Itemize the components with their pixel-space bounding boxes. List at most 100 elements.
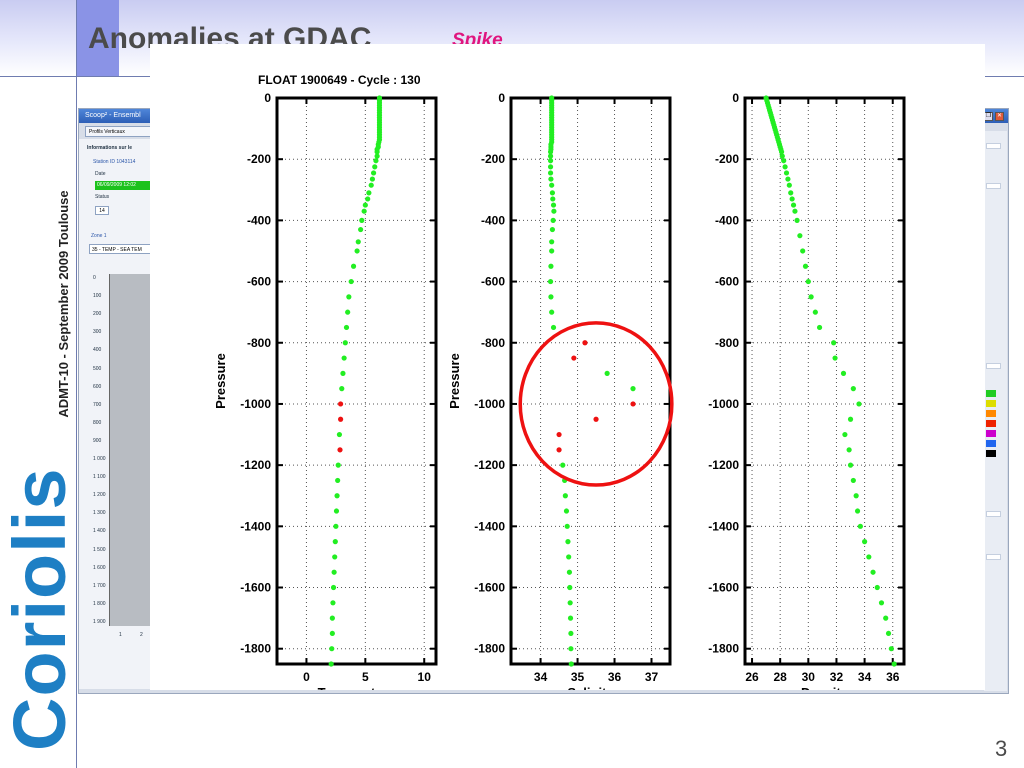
data-point	[862, 539, 868, 545]
data-point	[332, 539, 338, 545]
color-swatch[interactable]	[986, 410, 996, 417]
data-point	[566, 569, 573, 575]
data-point	[808, 294, 814, 300]
color-swatch[interactable]	[986, 420, 996, 427]
app-status-label: Status	[95, 194, 110, 200]
data-point	[567, 615, 574, 621]
data-point	[336, 431, 343, 438]
y-tick-label: -1400	[474, 519, 505, 533]
data-point	[329, 630, 335, 637]
app-right-field[interactable]	[986, 511, 1001, 517]
app-depth-tick: 400	[93, 347, 102, 354]
figure-panel: 0 -200 -400 -600 -800 -1000 -1200 -1400 -1600 -18…	[150, 44, 985, 690]
data-point	[857, 523, 863, 529]
data-point	[556, 447, 562, 453]
x-tick-label: 26	[745, 670, 759, 684]
app-date-value: 06/09/2009 12:02	[97, 182, 136, 188]
y-tick-label: -1600	[708, 581, 739, 595]
data-point	[792, 208, 798, 214]
data-point	[805, 278, 811, 285]
data-point	[789, 196, 795, 202]
data-point	[369, 176, 375, 182]
data-point	[783, 170, 790, 176]
data-point	[333, 508, 340, 514]
color-swatch[interactable]	[986, 430, 996, 437]
data-point	[832, 355, 838, 361]
x-tick-label: 32	[830, 670, 844, 684]
data-point	[779, 153, 785, 159]
y-tick-label: -1400	[240, 519, 271, 533]
data-point	[556, 431, 562, 438]
app-depth-tick: 1 900	[93, 618, 106, 625]
data-point	[374, 149, 380, 155]
data-point	[550, 217, 556, 223]
data-point	[562, 493, 568, 499]
data-point	[341, 355, 347, 361]
color-swatch[interactable]	[986, 440, 996, 447]
data-point	[358, 226, 364, 233]
data-point	[335, 462, 341, 468]
app-tab-profils[interactable]: Profils Verticaux	[85, 126, 151, 137]
data-point	[348, 278, 354, 285]
data-point	[790, 202, 797, 208]
x-axis-label: Density	[801, 685, 849, 690]
y-tick-label: -1000	[708, 397, 739, 411]
y-tick-label: -800	[481, 336, 505, 350]
restore-icon[interactable]: ❐	[984, 112, 993, 121]
app-zone-select[interactable]: 35 - TEMP - SEA TEM	[89, 244, 151, 254]
data-point	[878, 600, 885, 606]
close-icon[interactable]: ✕	[995, 112, 1004, 121]
data-point	[338, 416, 344, 422]
app-depth-tick: 1 300	[93, 510, 106, 517]
app-station-label: Station ID 1043114	[93, 159, 136, 165]
data-point	[840, 370, 847, 376]
app-depth-tick: 800	[93, 419, 102, 426]
data-point	[568, 630, 574, 637]
data-point	[549, 226, 556, 233]
data-point	[786, 182, 792, 188]
data-point	[550, 202, 557, 208]
data-point	[866, 554, 872, 560]
data-point	[604, 370, 610, 376]
data-point	[339, 386, 345, 392]
data-point	[361, 208, 367, 214]
color-swatch[interactable]	[986, 450, 996, 457]
y-axis-label: Pressure	[213, 353, 228, 409]
data-point	[366, 190, 372, 196]
app-depth-tick: 1 100	[93, 474, 106, 481]
data-point	[782, 164, 788, 170]
app-right-field[interactable]	[986, 554, 1001, 560]
app-x-tick-1: 1	[119, 632, 122, 638]
data-point	[328, 661, 334, 667]
data-point	[362, 202, 368, 208]
data-point	[560, 462, 566, 468]
app-date-field[interactable]: 06/09/2009 12:02	[95, 181, 151, 190]
app-status-field[interactable]: 14	[95, 206, 109, 215]
data-point	[785, 176, 791, 182]
color-swatch[interactable]	[986, 400, 996, 407]
data-point	[847, 462, 854, 468]
data-point	[548, 263, 554, 269]
data-point	[547, 278, 554, 285]
app-right-field[interactable]	[986, 363, 1001, 369]
y-tick-label: -1600	[474, 581, 505, 595]
data-point	[802, 263, 809, 269]
profile-charts: 0 -200 -400 -600 -800 -1000 -1200 -1400 -1600 -18…	[213, 91, 906, 690]
app-depth-tick: 900	[93, 437, 102, 444]
data-point	[856, 401, 862, 407]
y-tick-label: -1600	[240, 581, 271, 595]
data-point	[547, 149, 554, 155]
color-swatch[interactable]	[986, 390, 996, 397]
plot-frame	[743, 96, 906, 666]
y-tick-label: -1000	[240, 397, 271, 411]
app-right-field[interactable]	[986, 183, 1001, 189]
data-point	[794, 217, 800, 223]
data-point	[630, 401, 636, 407]
data-point	[593, 416, 599, 422]
data-point	[332, 554, 338, 560]
app-mini-plot	[109, 274, 152, 626]
data-point	[333, 523, 339, 529]
app-right-field[interactable]	[986, 143, 1001, 149]
data-point	[334, 493, 340, 499]
data-point	[550, 324, 557, 331]
